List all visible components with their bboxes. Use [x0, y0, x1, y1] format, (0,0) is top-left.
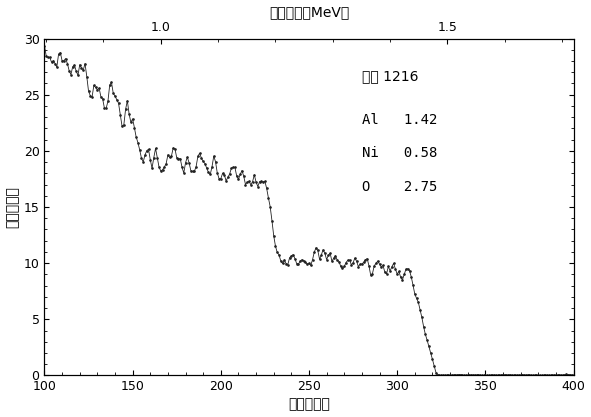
Text: 試料 1216: 試料 1216 — [362, 69, 418, 83]
X-axis label: チャンネル: チャンネル — [288, 397, 330, 412]
Text: O    2.75: O 2.75 — [362, 180, 437, 194]
X-axis label: エネルギ（MeV）: エネルギ（MeV） — [269, 5, 349, 20]
Y-axis label: 正規化収量: 正規化収量 — [5, 186, 20, 228]
Text: Ni   0.58: Ni 0.58 — [362, 146, 437, 161]
Text: Al   1.42: Al 1.42 — [362, 113, 437, 127]
